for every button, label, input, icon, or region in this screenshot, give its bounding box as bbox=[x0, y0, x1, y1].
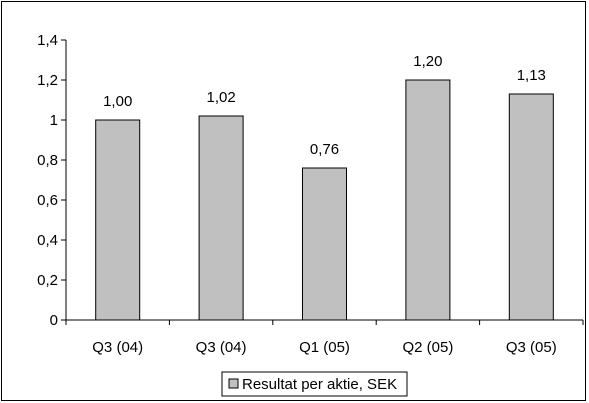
legend-swatch bbox=[228, 378, 239, 389]
x-category-label: Q3 (04) bbox=[196, 339, 247, 356]
bar bbox=[405, 79, 451, 321]
bar bbox=[302, 167, 347, 321]
x-category-label: Q3 (05) bbox=[506, 339, 557, 356]
x-category-label: Q3 (04) bbox=[92, 339, 143, 356]
bars bbox=[95, 79, 554, 321]
y-axis: 0 0,2 0,4 0,6 0,8 1 1,2 1,4 bbox=[37, 32, 67, 329]
bar bbox=[198, 115, 244, 321]
data-labels: 1,00 1,02 0,76 1,20 1,13 bbox=[103, 53, 546, 158]
bar-value-label: 1,13 bbox=[517, 67, 546, 84]
y-tick-label: 0,4 bbox=[37, 232, 58, 249]
x-axis: Q3 (04) Q3 (04) Q1 (05) Q2 (05) Q3 (05) bbox=[65, 319, 584, 356]
bar bbox=[95, 119, 141, 321]
legend-box bbox=[221, 371, 408, 397]
bar-value-label: 1,20 bbox=[413, 53, 442, 70]
y-tick-label: 1,2 bbox=[37, 72, 58, 89]
y-tick-label: 0,8 bbox=[37, 152, 58, 169]
x-category-label: Q1 (05) bbox=[299, 339, 350, 356]
y-tick-label: 0 bbox=[50, 312, 58, 329]
bar-value-label: 1,02 bbox=[206, 89, 235, 106]
y-tick-label: 1,4 bbox=[37, 32, 58, 49]
legend-label: Resultat per aktie, SEK bbox=[242, 376, 397, 393]
bar-value-label: 1,00 bbox=[103, 93, 132, 110]
legend: Resultat per aktie, SEK bbox=[221, 371, 408, 397]
y-tick-label: 0,2 bbox=[37, 272, 58, 289]
y-tick-label: 0,6 bbox=[37, 192, 58, 209]
bar-value-label: 0,76 bbox=[310, 141, 339, 158]
y-tick-label: 1 bbox=[50, 112, 58, 129]
x-category-label: Q2 (05) bbox=[402, 339, 453, 356]
bar bbox=[508, 93, 554, 321]
